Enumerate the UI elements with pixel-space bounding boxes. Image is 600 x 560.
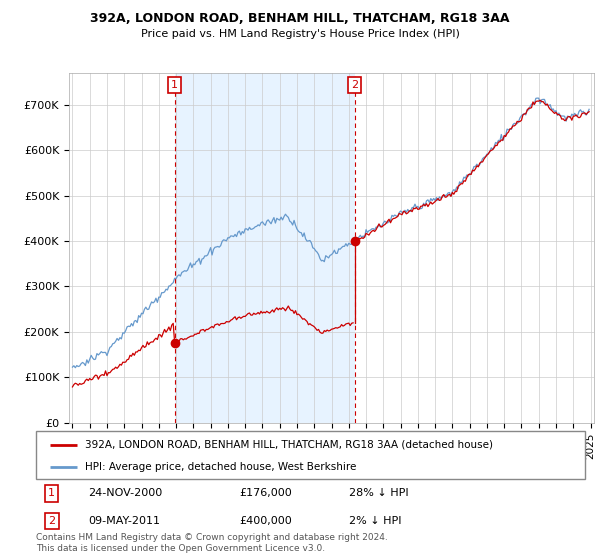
Text: 2: 2 bbox=[48, 516, 55, 526]
Text: Price paid vs. HM Land Registry's House Price Index (HPI): Price paid vs. HM Land Registry's House … bbox=[140, 29, 460, 39]
Text: Contains HM Land Registry data © Crown copyright and database right 2024.
This d: Contains HM Land Registry data © Crown c… bbox=[36, 533, 388, 553]
Text: 392A, LONDON ROAD, BENHAM HILL, THATCHAM, RG18 3AA (detached house): 392A, LONDON ROAD, BENHAM HILL, THATCHAM… bbox=[85, 440, 493, 450]
Bar bbox=[175, 73, 355, 423]
Text: 1: 1 bbox=[171, 80, 178, 90]
Text: 28% ↓ HPI: 28% ↓ HPI bbox=[349, 488, 409, 498]
Text: HPI: Average price, detached house, West Berkshire: HPI: Average price, detached house, West… bbox=[85, 462, 357, 472]
Text: £176,000: £176,000 bbox=[239, 488, 292, 498]
Text: 392A, LONDON ROAD, BENHAM HILL, THATCHAM, RG18 3AA: 392A, LONDON ROAD, BENHAM HILL, THATCHAM… bbox=[90, 12, 510, 25]
Text: 09-MAY-2011: 09-MAY-2011 bbox=[88, 516, 160, 526]
Text: £400,000: £400,000 bbox=[239, 516, 292, 526]
FancyBboxPatch shape bbox=[36, 431, 585, 479]
Text: 1: 1 bbox=[48, 488, 55, 498]
Text: 2% ↓ HPI: 2% ↓ HPI bbox=[349, 516, 401, 526]
Text: 24-NOV-2000: 24-NOV-2000 bbox=[88, 488, 163, 498]
Text: 2: 2 bbox=[351, 80, 358, 90]
